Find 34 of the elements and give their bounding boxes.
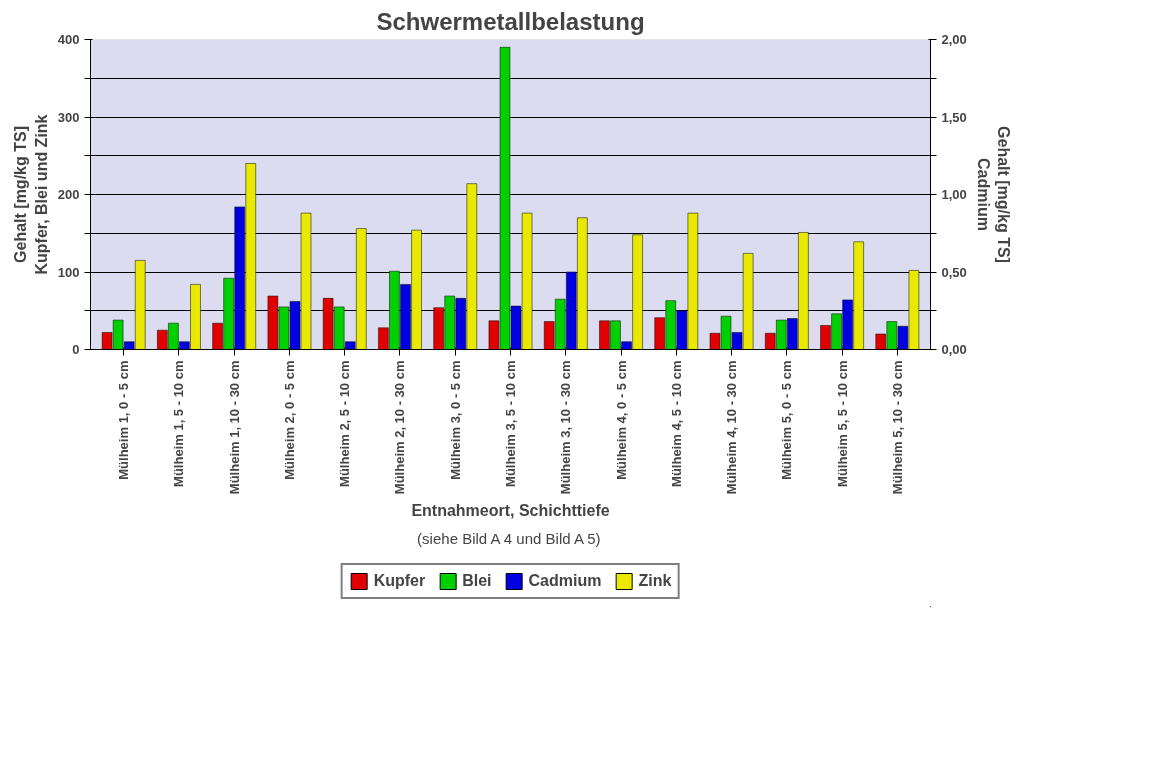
- x-axis-title: Entnahmeort, Schichttiefe: [411, 502, 610, 520]
- x-tick-label: Mülheim 4, 5 - 10 cm: [668, 360, 684, 487]
- legend-label: Kupfer: [373, 572, 426, 590]
- y2-axis-title: Gehalt [mg/kg TS] Cadmium: [974, 126, 1013, 263]
- y-tick-label: 100: [57, 264, 80, 280]
- y2-tick-label: 2,00: [941, 32, 967, 47]
- x-tick-label: Mülheim 2, 10 - 30 cm: [392, 360, 408, 495]
- x-tick-label: Mülheim 1, 10 - 30 cm: [226, 360, 242, 495]
- legend-label: Cadmium: [528, 572, 602, 590]
- y-tick-label: 400: [57, 32, 80, 47]
- chart-title: Schwermetallbelastung: [376, 7, 645, 35]
- y2-tick-label: 0,50: [941, 264, 967, 280]
- x-tick-label: Mülheim 2, 0 - 5 cm: [281, 360, 297, 480]
- text: (siehe Bild A 4 und Bild A 5): [417, 529, 601, 547]
- y2-tick-label: 1,50: [941, 109, 967, 125]
- x-tick-label: Mülheim 4, 10 - 30 cm: [724, 360, 740, 495]
- legend-label: Zink: [638, 572, 672, 590]
- x-tick-label: Mülheim 5, 10 - 30 cm: [889, 360, 905, 495]
- x-tick-label: Mülheim 5, 5 - 10 cm: [834, 360, 850, 487]
- y-tick-label: 0: [72, 342, 80, 357]
- x-tick-label: Mülheim 3, 5 - 10 cm: [503, 360, 518, 487]
- x-tick-label: Mülheim 3, 10 - 30 cm: [558, 360, 574, 495]
- y2-tick-label: 1,00: [941, 187, 967, 202]
- x-tick-label: Mülheim 2, 5 - 10 cm: [337, 360, 353, 487]
- x-tick-label: Mülheim 4, 0 - 5 cm: [613, 360, 629, 480]
- x-tick-label: Mülheim 1, 5 - 10 cm: [171, 360, 187, 487]
- legend-label: Blei: [462, 572, 492, 590]
- y2-tick-label: 0,00: [941, 342, 967, 357]
- x-tick-label: Mülheim 5, 0 - 5 cm: [779, 360, 795, 480]
- x-tick-label: Mülheim 1, 0 - 5 cm: [116, 360, 132, 480]
- y-tick-label: 300: [57, 109, 80, 125]
- y-axis-title: Gehalt [mg/kg TS] Kupfer, Blei und Zink: [12, 114, 50, 275]
- y-tick-label: 200: [57, 187, 80, 202]
- x-tick-label: Mülheim 3, 0 - 5 cm: [447, 360, 463, 480]
